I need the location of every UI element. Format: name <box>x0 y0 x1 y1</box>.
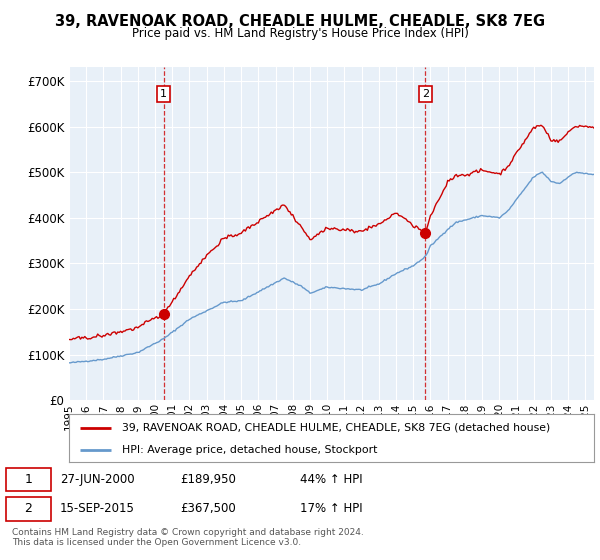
Text: 15-SEP-2015: 15-SEP-2015 <box>60 502 135 515</box>
Text: 2: 2 <box>25 502 32 515</box>
Text: 17% ↑ HPI: 17% ↑ HPI <box>300 502 362 515</box>
Text: 44% ↑ HPI: 44% ↑ HPI <box>300 473 362 486</box>
Text: Contains HM Land Registry data © Crown copyright and database right 2024.
This d: Contains HM Land Registry data © Crown c… <box>12 528 364 547</box>
Text: Price paid vs. HM Land Registry's House Price Index (HPI): Price paid vs. HM Land Registry's House … <box>131 27 469 40</box>
FancyBboxPatch shape <box>6 497 51 521</box>
Text: 1: 1 <box>25 473 32 486</box>
Text: 2: 2 <box>422 89 429 99</box>
Text: 39, RAVENOAK ROAD, CHEADLE HULME, CHEADLE, SK8 7EG: 39, RAVENOAK ROAD, CHEADLE HULME, CHEADL… <box>55 14 545 29</box>
FancyBboxPatch shape <box>6 468 51 491</box>
Text: 39, RAVENOAK ROAD, CHEADLE HULME, CHEADLE, SK8 7EG (detached house): 39, RAVENOAK ROAD, CHEADLE HULME, CHEADL… <box>121 423 550 433</box>
Text: 1: 1 <box>160 89 167 99</box>
Text: HPI: Average price, detached house, Stockport: HPI: Average price, detached house, Stoc… <box>121 445 377 455</box>
Text: £367,500: £367,500 <box>180 502 236 515</box>
Text: 27-JUN-2000: 27-JUN-2000 <box>60 473 134 486</box>
Text: £189,950: £189,950 <box>180 473 236 486</box>
